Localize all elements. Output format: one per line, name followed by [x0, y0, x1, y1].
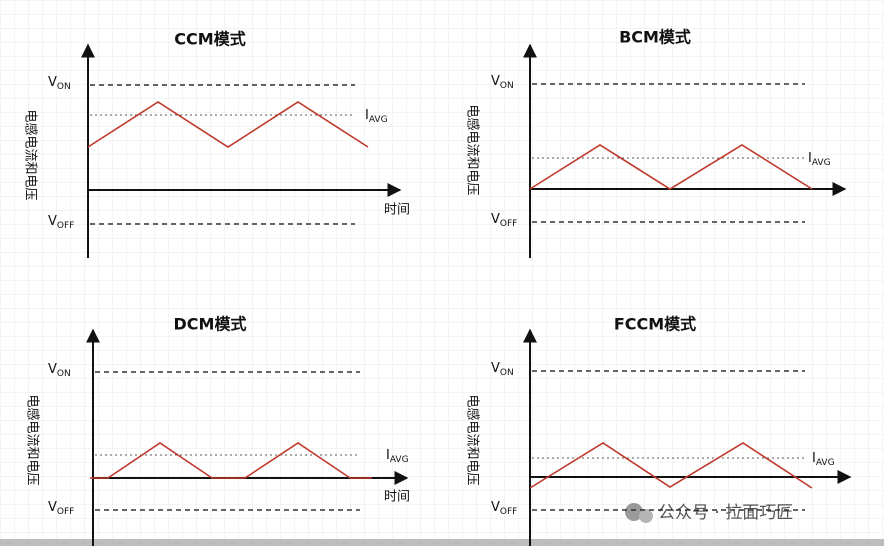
- watermark: 公众号 · 拉面巧匠: [658, 503, 793, 523]
- voff-label: VOFF: [48, 500, 74, 517]
- watermark-icon: [625, 503, 653, 523]
- von-label: VON: [491, 361, 514, 378]
- iavg-label: IAVG: [812, 451, 835, 468]
- von-label-sub: ON: [500, 81, 514, 91]
- iavg-label-sub: AVG: [812, 158, 831, 168]
- panel-title: BCM模式: [619, 28, 691, 47]
- von-label-main: V: [48, 362, 57, 377]
- von-label-sub: ON: [500, 368, 514, 378]
- voff-label-sub: OFF: [500, 219, 517, 229]
- iavg-label: IAVG: [808, 151, 831, 168]
- x-axis-label: 时间: [384, 490, 410, 505]
- von-label-main: V: [491, 361, 500, 376]
- voff-label-sub: OFF: [500, 507, 517, 517]
- voff-label: VOFF: [491, 212, 517, 229]
- iavg-label-sub: AVG: [369, 115, 388, 125]
- von-label: VON: [491, 74, 514, 91]
- iavg-label-main: I: [812, 451, 816, 466]
- iavg-label: IAVG: [365, 108, 388, 125]
- iavg-label-main: I: [365, 108, 369, 123]
- inductor-current: [529, 144, 813, 190]
- voff-label-main: V: [491, 212, 500, 227]
- y-axis-label: 电感电流和电压: [465, 104, 481, 195]
- iavg-label-sub: AVG: [390, 455, 409, 465]
- y-axis-label: 电感电流和电压: [465, 394, 481, 485]
- voff-label: VOFF: [48, 214, 74, 231]
- von-label: VON: [48, 75, 71, 92]
- panel-title: FCCM模式: [614, 315, 696, 334]
- voff-label-main: V: [48, 500, 57, 515]
- y-axis-label: 电感电流和电压: [25, 394, 41, 485]
- panel-title: CCM模式: [174, 30, 245, 49]
- inductor-current: [87, 101, 369, 148]
- iavg-label-main: I: [808, 151, 812, 166]
- von-label-main: V: [491, 74, 500, 89]
- bottom-band: [0, 539, 884, 546]
- von-label-sub: ON: [57, 82, 71, 92]
- voff-label-main: V: [48, 214, 57, 229]
- iavg-label-main: I: [386, 448, 390, 463]
- panel-title: DCM模式: [174, 315, 247, 334]
- voff-label-sub: OFF: [57, 507, 74, 517]
- voff-label-sub: OFF: [57, 221, 74, 231]
- inductor-current: [90, 442, 372, 479]
- von-label-sub: ON: [57, 369, 71, 379]
- iavg-label-sub: AVG: [816, 458, 835, 468]
- inductor-current: [529, 442, 813, 489]
- y-axis-label: 电感电流和电压: [23, 109, 39, 200]
- von-label: VON: [48, 362, 71, 379]
- iavg-label: IAVG: [386, 448, 409, 465]
- voff-label: VOFF: [491, 500, 517, 517]
- voff-label-main: V: [491, 500, 500, 515]
- x-axis-label: 时间: [384, 203, 410, 218]
- von-label-main: V: [48, 75, 57, 90]
